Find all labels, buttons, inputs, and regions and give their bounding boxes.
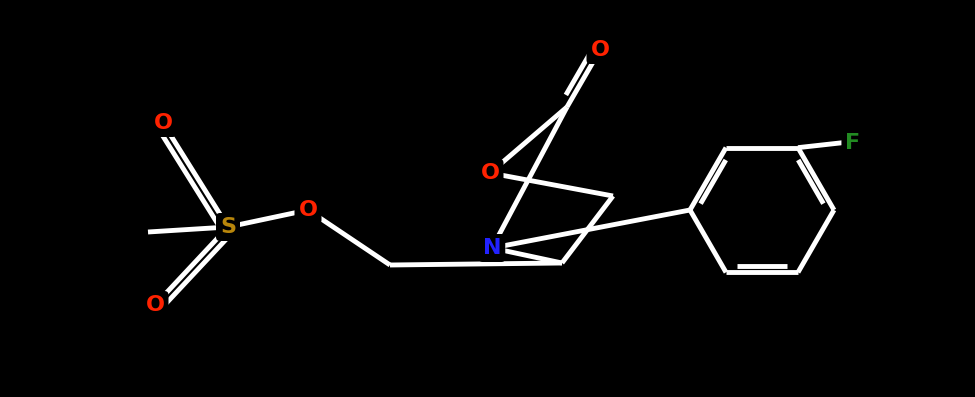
Text: F: F (845, 133, 861, 152)
Text: O: O (591, 40, 609, 60)
Text: O: O (298, 200, 318, 220)
Text: O: O (145, 295, 165, 315)
Text: N: N (483, 238, 501, 258)
Text: S: S (220, 217, 236, 237)
Text: O: O (153, 113, 173, 133)
Text: O: O (481, 163, 499, 183)
